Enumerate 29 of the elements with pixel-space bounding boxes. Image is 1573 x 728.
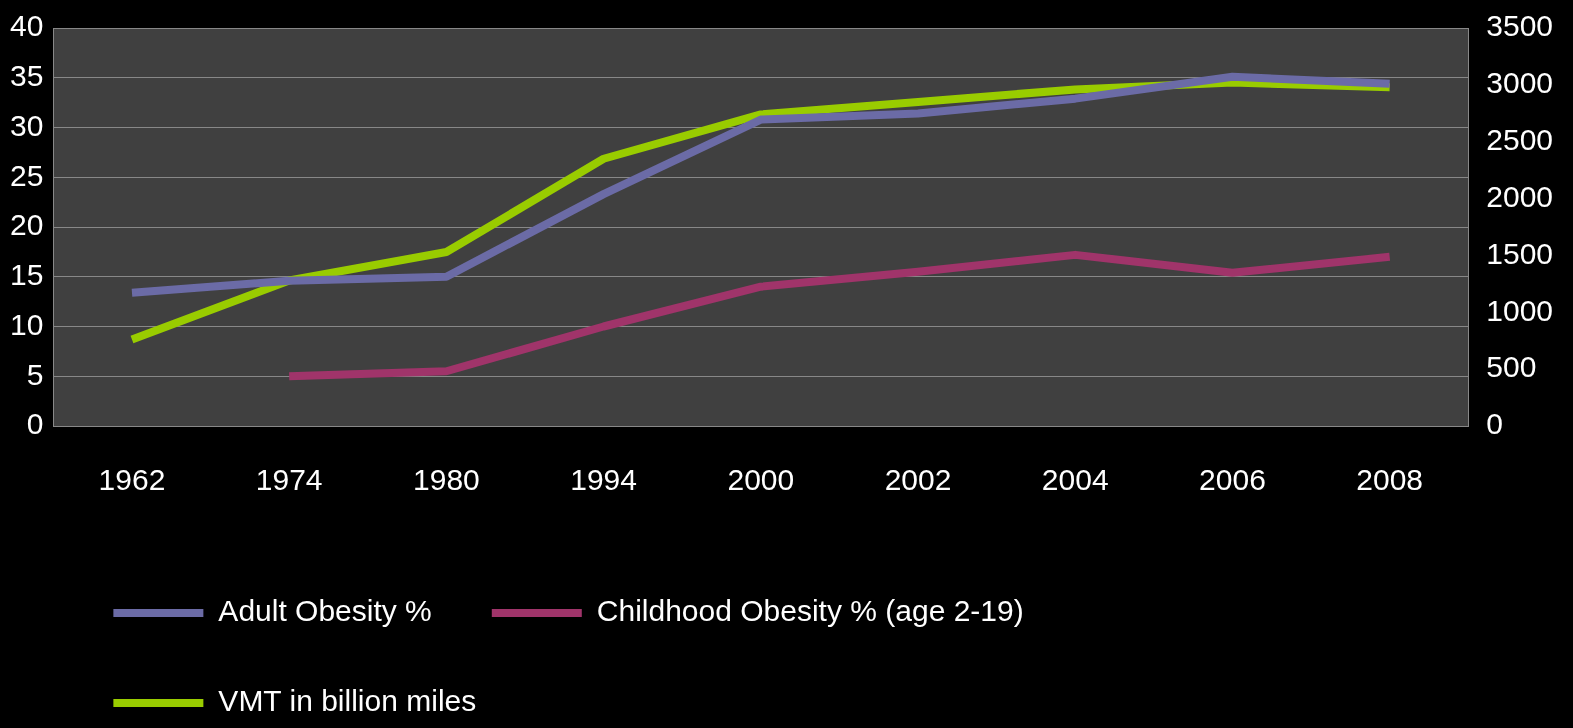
y2-tick-label: 3500 <box>1486 9 1554 43</box>
legend-label: VMT in billion miles <box>218 684 477 718</box>
x-tick-label: 2000 <box>727 463 795 497</box>
y2-tick-label: 2000 <box>1486 179 1554 213</box>
y2-tick-label: 2500 <box>1486 122 1554 156</box>
y2-tick-label: 0 <box>1486 407 1503 441</box>
x-tick-label: 2002 <box>884 463 952 497</box>
x-tick-label: 1962 <box>98 463 166 497</box>
y-tick-label: 40 <box>9 9 44 43</box>
x-tick-label: 1980 <box>413 463 480 497</box>
y-tick-label: 5 <box>26 357 44 391</box>
x-tick-label: 2004 <box>1041 463 1109 497</box>
y-tick-label: 35 <box>9 59 44 93</box>
y-tick-label: 20 <box>9 208 44 242</box>
y2-tick-label: 3000 <box>1486 66 1554 100</box>
x-tick-label: 1994 <box>570 463 637 497</box>
y2-tick-label: 500 <box>1486 350 1537 384</box>
x-tick-label: 2006 <box>1199 463 1266 497</box>
y-tick-label: 10 <box>9 307 44 341</box>
legend-label: Childhood Obesity % (age 2-19) <box>596 594 1024 628</box>
x-tick-label: 2008 <box>1356 463 1424 497</box>
legend-label: Adult Obesity % <box>218 594 432 628</box>
y-tick-label: 0 <box>26 407 44 441</box>
y2-tick-label: 1000 <box>1486 293 1554 327</box>
y-tick-label: 15 <box>9 258 44 292</box>
y-tick-label: 30 <box>9 108 44 142</box>
y-tick-label: 25 <box>9 158 44 192</box>
x-tick-label: 1974 <box>255 463 323 497</box>
y2-tick-label: 1500 <box>1486 236 1554 270</box>
